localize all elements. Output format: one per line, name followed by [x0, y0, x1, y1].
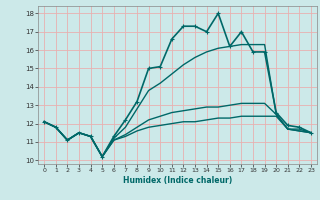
X-axis label: Humidex (Indice chaleur): Humidex (Indice chaleur): [123, 176, 232, 185]
